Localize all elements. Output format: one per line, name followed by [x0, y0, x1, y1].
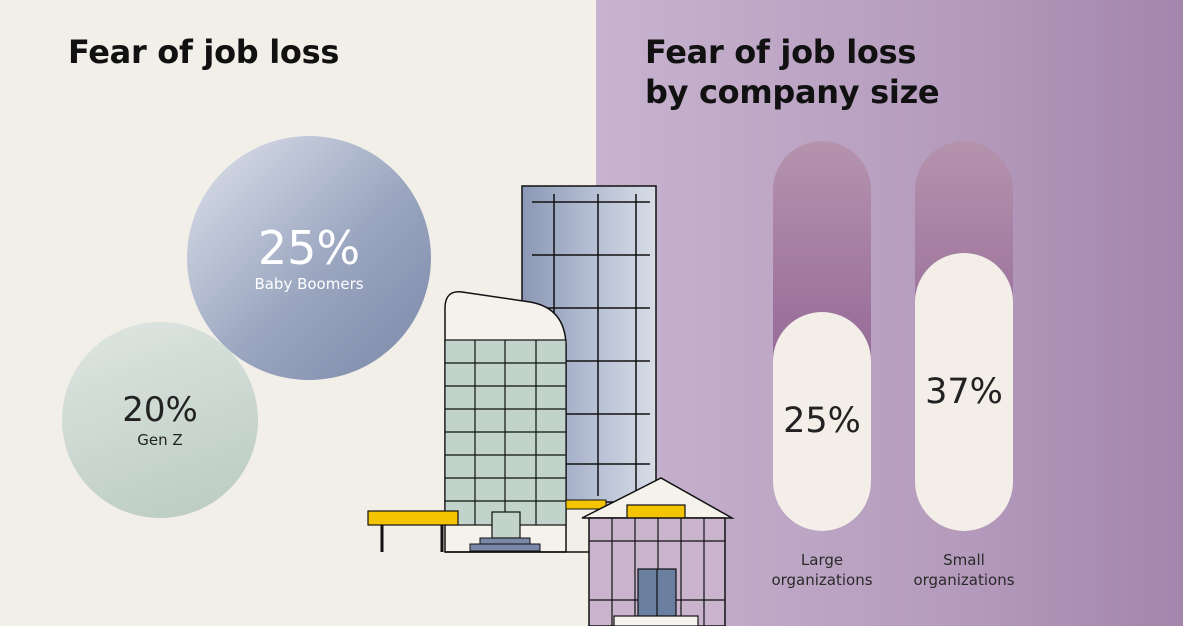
- bubble-gen-z: 20% Gen Z: [62, 322, 258, 518]
- bar-value-cap: 37%: [915, 253, 1013, 531]
- bar-value-label: 25%: [783, 401, 861, 442]
- office-buildings-illustration: [367, 185, 735, 626]
- right-title-line2: by company size: [645, 73, 940, 111]
- bubble-baby-boomers: 25% Baby Boomers: [187, 136, 431, 380]
- bar-category-label: Small organizations: [913, 551, 1015, 589]
- bar-value-cap: 25%: [773, 311, 871, 531]
- bench-canopy: [367, 510, 459, 552]
- bubble-label: Baby Boomers: [254, 275, 364, 293]
- bubble-label: Gen Z: [137, 431, 183, 449]
- bar-value-label: 37%: [925, 372, 1003, 413]
- left-title: Fear of job loss: [68, 33, 340, 71]
- right-title-line1: Fear of job loss: [645, 33, 917, 71]
- glass-building: [444, 291, 567, 553]
- small-building: [581, 477, 735, 626]
- right-title: Fear of job loss by company size: [645, 32, 940, 112]
- bubble-value: 25%: [257, 221, 361, 275]
- bubble-value: 20%: [122, 390, 198, 430]
- bar-category-label: Large organizations: [771, 551, 873, 589]
